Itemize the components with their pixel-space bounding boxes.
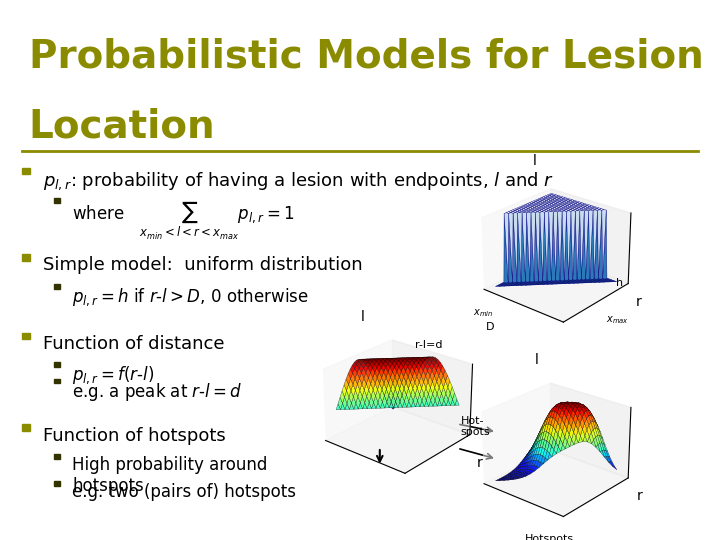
Text: $p_{l,r}$$=h$ if $r$-$l$$>D$, 0 otherwise: $p_{l,r}$$=h$ if $r$-$l$$>D$, 0 otherwis…: [72, 286, 309, 308]
FancyBboxPatch shape: [54, 481, 60, 486]
Text: h: h: [616, 278, 623, 288]
Text: r: r: [477, 456, 482, 470]
FancyBboxPatch shape: [22, 254, 30, 261]
Text: $x_{max}$: $x_{max}$: [606, 314, 629, 326]
FancyBboxPatch shape: [22, 333, 30, 339]
Text: l: l: [533, 154, 537, 168]
FancyBboxPatch shape: [54, 284, 60, 289]
Text: High probability around
hotspots: High probability around hotspots: [72, 456, 267, 495]
Text: r: r: [636, 295, 642, 309]
Text: r: r: [637, 489, 643, 503]
Text: e.g. two (pairs of) hotspots: e.g. two (pairs of) hotspots: [72, 483, 296, 501]
FancyBboxPatch shape: [54, 379, 60, 383]
Text: Probabilistic Models for Lesion: Probabilistic Models for Lesion: [29, 38, 703, 76]
Text: e.g. a peak at $r$-$l$$=d$: e.g. a peak at $r$-$l$$=d$: [72, 381, 243, 403]
Text: Location: Location: [29, 108, 215, 146]
Text: l: l: [361, 310, 364, 324]
FancyBboxPatch shape: [22, 168, 30, 174]
Text: where   $\sum_{x_{min} < l < r < x_{max}} p_{l,r} = 1$: where $\sum_{x_{min} < l < r < x_{max}} …: [72, 200, 294, 242]
Text: Hotspots: Hotspots: [526, 534, 575, 540]
Text: l: l: [535, 353, 539, 367]
Text: $p_{l,r}$: probability of having a lesion with endpoints, $l$ and $r$: $p_{l,r}$: probability of having a lesio…: [43, 170, 554, 192]
FancyBboxPatch shape: [22, 424, 30, 431]
Text: Function of distance: Function of distance: [43, 335, 225, 353]
Text: D: D: [487, 322, 495, 332]
Text: Function of hotspots: Function of hotspots: [43, 427, 226, 444]
FancyBboxPatch shape: [54, 362, 60, 367]
Text: $p_{l,r}$$=f(r$-$l)$: $p_{l,r}$$=f(r$-$l)$: [72, 364, 154, 386]
Text: Hot-
spots: Hot- spots: [461, 416, 490, 437]
FancyBboxPatch shape: [54, 198, 60, 202]
FancyBboxPatch shape: [54, 454, 60, 459]
Text: Simple model:  uniform distribution: Simple model: uniform distribution: [43, 256, 363, 274]
Text: r-l=d: r-l=d: [415, 340, 443, 350]
Text: $x_{min}$: $x_{min}$: [474, 307, 494, 319]
